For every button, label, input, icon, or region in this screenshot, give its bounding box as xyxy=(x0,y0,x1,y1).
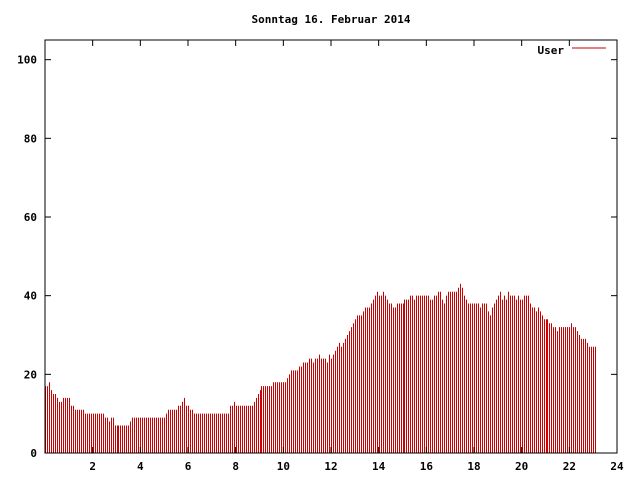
x-tick-label: 12 xyxy=(324,460,337,473)
y-tick-label: 100 xyxy=(17,54,37,67)
legend-label-user: User xyxy=(538,44,565,57)
y-tick-label: 20 xyxy=(24,368,37,381)
bar-series-user xyxy=(45,283,596,453)
chart-title: Sonntag 16. Februar 2014 xyxy=(252,13,411,26)
x-tick-label: 10 xyxy=(277,460,290,473)
x-tick-label: 14 xyxy=(372,460,386,473)
x-tick-label: 16 xyxy=(420,460,434,473)
y-tick-label: 0 xyxy=(30,447,37,460)
y-tick-label: 80 xyxy=(24,132,37,145)
legend: User xyxy=(538,44,606,57)
x-tick-label: 18 xyxy=(467,460,480,473)
x-tick-label: 20 xyxy=(515,460,528,473)
x-tick-label: 4 xyxy=(137,460,144,473)
x-tick-label: 2 xyxy=(89,460,96,473)
x-tick-label: 6 xyxy=(185,460,192,473)
y-tick-label: 40 xyxy=(24,290,37,303)
x-tick-label: 8 xyxy=(232,460,239,473)
y-tick-label: 60 xyxy=(24,211,37,224)
x-tick-label: 24 xyxy=(610,460,624,473)
x-tick-label: 22 xyxy=(563,460,576,473)
